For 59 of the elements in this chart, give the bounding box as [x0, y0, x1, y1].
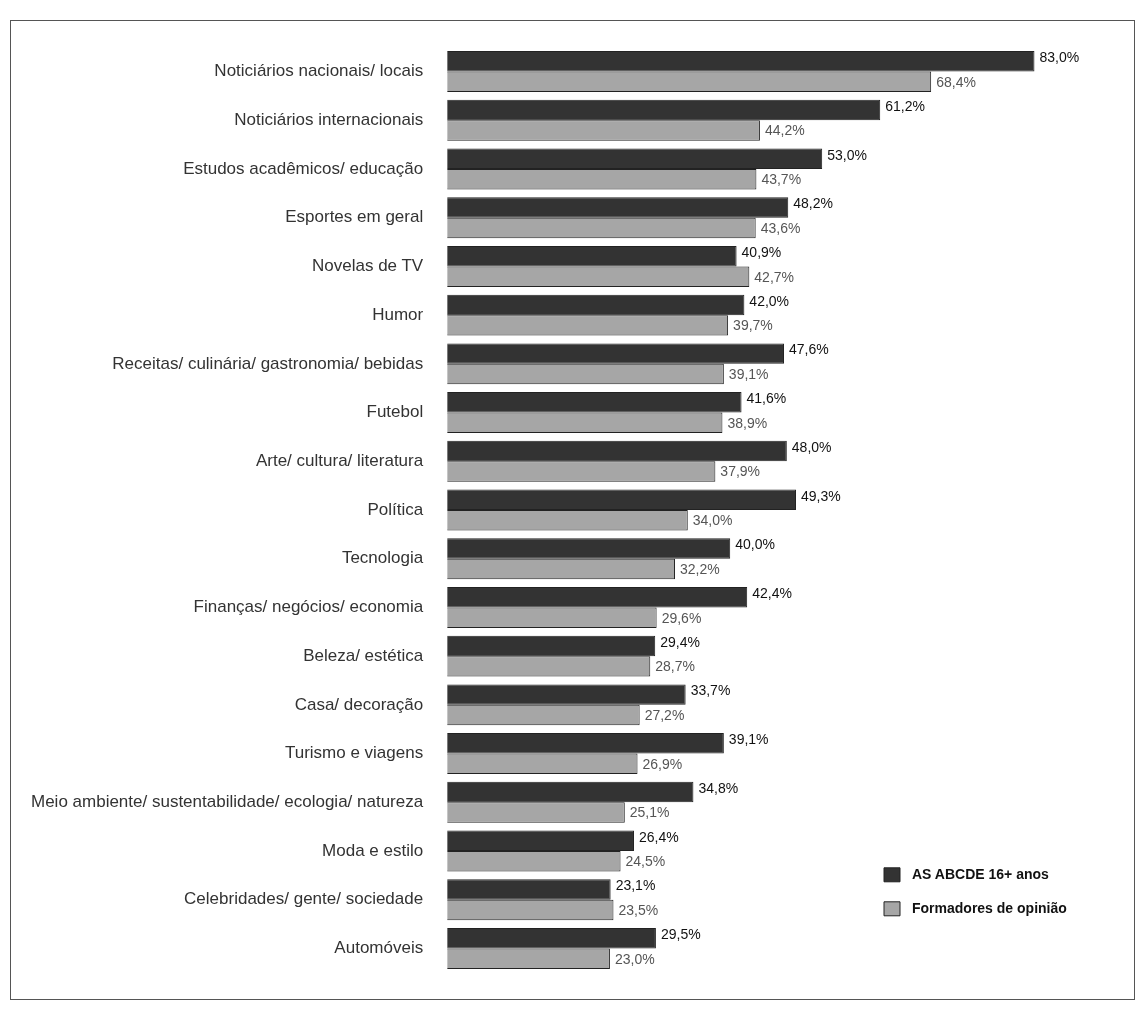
y-tick-label: Noticiários internacionais — [234, 109, 424, 129]
y-tick-label: Casa/ decoração — [294, 694, 424, 714]
y-tick-label: Estudos acadêmicos/ educação — [183, 158, 424, 178]
y-tick-label: Meio ambiente/ sustentabilidade/ ecologia/ natureza — [30, 791, 424, 811]
data-label: 28,7% — [655, 658, 695, 675]
data-label: 23,1% — [615, 877, 656, 894]
data-label: 61,2% — [885, 97, 925, 114]
data-label: 39,1% — [728, 731, 769, 748]
data-label: 23,0% — [614, 950, 655, 967]
data-label: 27,2% — [644, 706, 685, 723]
data-label: 40,9% — [741, 244, 782, 261]
data-label: 29,5% — [660, 926, 701, 943]
data-label: 32,2% — [680, 560, 720, 577]
data-label: 39,7% — [733, 317, 773, 334]
y-tick-label: Automóveis — [334, 938, 424, 958]
data-label: 34,8% — [698, 779, 739, 796]
data-label: 44,2% — [764, 122, 805, 139]
data-label: 47,6% — [788, 341, 829, 358]
data-label: 48,2% — [793, 195, 833, 212]
data-label: 24,5% — [625, 853, 666, 870]
data-label: 42,0% — [749, 292, 790, 309]
y-tick-label: Beleza/ estética — [303, 645, 424, 665]
data-label: 83,0% — [1039, 49, 1080, 66]
data-label: 29,6% — [661, 609, 702, 626]
y-tick-label: Novelas de TV — [311, 256, 424, 276]
data-label: 43,6% — [760, 219, 801, 236]
data-label: 40,0% — [735, 536, 775, 553]
data-label: 29,4% — [660, 633, 700, 650]
data-label: 43,7% — [761, 171, 802, 188]
y-tick-label: Futebol — [366, 402, 424, 422]
y-tick-label: Celebridades/ gente/ sociedade — [184, 889, 424, 909]
data-label: 68,4% — [936, 73, 976, 90]
y-tick-label: Esportes em geral — [285, 207, 424, 227]
legend-label: AS ABCDE 16+ anos — [912, 865, 1050, 882]
data-label: 26,9% — [642, 755, 683, 772]
data-label: 42,4% — [752, 585, 792, 602]
data-label: 38,9% — [727, 414, 768, 431]
data-label: 42,7% — [754, 268, 795, 285]
y-tick-label: Turismo e viagens — [284, 743, 424, 763]
y-tick-label: Noticiários nacionais/ locais — [214, 61, 424, 81]
legend-label: Formadores de opinião — [912, 899, 1067, 916]
data-label: 49,3% — [801, 487, 841, 504]
y-tick-label: Finanças/ negócios/ economia — [193, 597, 424, 617]
data-label: 37,9% — [720, 463, 761, 480]
y-tick-label: Receitas/ culinária/ gastronomia/ bebidas — [112, 353, 424, 373]
y-tick-label: Arte/ cultura/ literatura — [255, 450, 424, 470]
data-label: 48,0% — [791, 438, 832, 455]
data-label: 23,5% — [618, 901, 659, 918]
data-label: 33,7% — [690, 682, 731, 699]
y-tick-label: Tecnologia — [341, 548, 424, 568]
y-tick-label: Moda e estilo — [322, 840, 424, 860]
data-label: 41,6% — [746, 390, 787, 407]
data-label: 34,0% — [692, 512, 733, 529]
y-tick-label: Política — [367, 499, 424, 519]
data-label: 39,1% — [728, 365, 769, 382]
data-label: 26,4% — [638, 828, 679, 845]
data-label: 25,1% — [629, 804, 670, 821]
y-tick-label: Humor — [372, 304, 424, 324]
data-label: 53,0% — [827, 146, 867, 163]
